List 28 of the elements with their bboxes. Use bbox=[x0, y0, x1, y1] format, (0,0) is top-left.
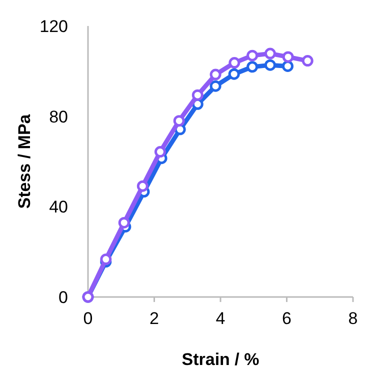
point bbox=[282, 51, 294, 63]
point bbox=[228, 57, 240, 69]
point bbox=[246, 61, 258, 73]
point bbox=[228, 68, 240, 80]
point bbox=[192, 89, 204, 101]
point bbox=[246, 50, 258, 62]
point bbox=[210, 80, 222, 92]
y-tick-label: 120 bbox=[40, 16, 68, 36]
y-tick-label: 0 bbox=[58, 288, 68, 307]
point bbox=[118, 216, 130, 228]
x-tick-label: 0 bbox=[83, 309, 93, 328]
point bbox=[302, 55, 314, 67]
point bbox=[154, 146, 166, 158]
point bbox=[264, 59, 276, 71]
x-axis-title: Strain / % bbox=[182, 350, 260, 369]
x-tick-label: 4 bbox=[216, 309, 226, 328]
y-tick-label: 40 bbox=[49, 198, 68, 217]
x-tick-label: 8 bbox=[348, 309, 358, 328]
point bbox=[100, 254, 112, 266]
point bbox=[264, 48, 276, 60]
y-axis-title: Stess / MPa bbox=[15, 114, 34, 209]
point bbox=[282, 60, 294, 72]
point bbox=[136, 180, 148, 192]
y-tick-label: 80 bbox=[49, 107, 68, 126]
x-tick-label: 2 bbox=[150, 309, 159, 328]
x-tick-label: 6 bbox=[282, 309, 292, 328]
point bbox=[210, 68, 222, 80]
point bbox=[173, 115, 185, 127]
